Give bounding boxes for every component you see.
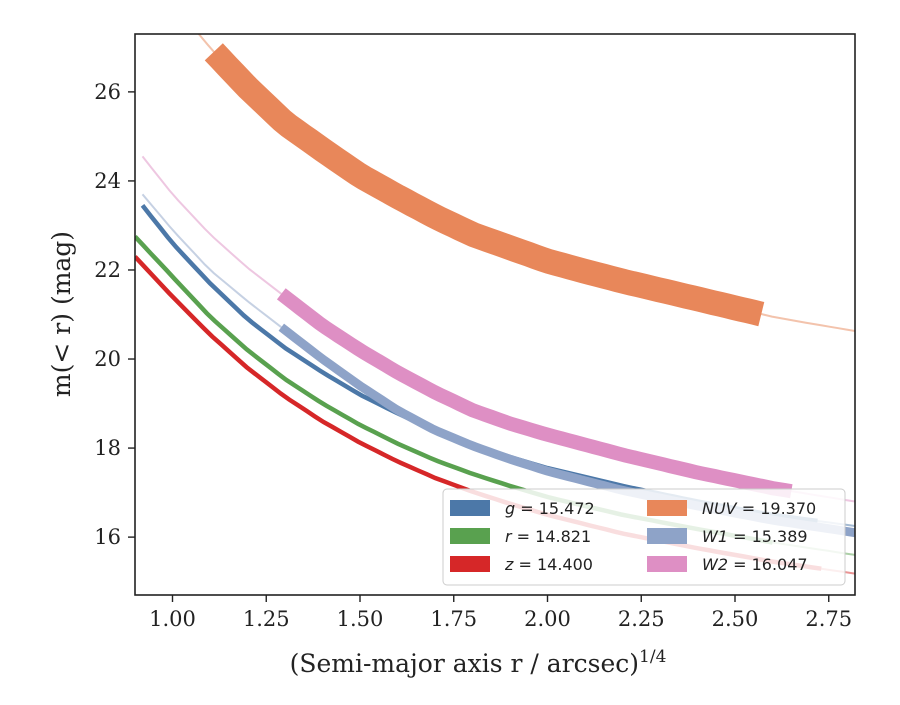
y-tick-label: 18 [94,436,121,460]
legend-label-z: z = 14.400 [504,555,593,574]
x-tick-label: 2.75 [805,607,852,631]
y-tick-label: 24 [94,169,121,193]
y-axis-label: m(< r) (mag) [47,231,76,397]
x-axis-title: (Semi-major axis r / arcsec)1/4 [290,647,667,678]
x-tick-label: 1.50 [337,607,384,631]
x-tick-label: 1.00 [149,607,196,631]
series-W2-line [276,288,793,499]
ticks-layer: 1.00 1.25 1.50 1.75 2.00 2.25 2.50 2.75 16 18 20 22… [94,80,852,631]
plot-frame [134,33,856,596]
legend-band-z: z [504,555,514,574]
y-tick-label: 16 [94,525,121,549]
y-tick-label: 22 [94,258,121,282]
legend-swatch-z [450,556,490,572]
y-tick-label: 20 [94,347,121,371]
series-NUV [197,34,855,332]
x-tick-label: 2.50 [712,607,759,631]
legend-value-g: = 15.472 [515,499,595,518]
legend-label-W2: W2 = 16.047 [702,555,808,574]
x-axis-label-superscript: 1/4 [639,647,666,667]
legend-value-W1: = 15.389 [728,527,808,546]
x-axis-label: (Semi-major axis r / arcsec) [290,649,639,678]
legend-value-r: = 14.821 [512,527,592,546]
legend-band-r: r [505,527,513,546]
legend-label-r: r = 14.821 [505,527,591,546]
legend-box [442,488,846,586]
x-tick-label: 1.25 [243,607,290,631]
legend-band-W1: W1 [702,527,728,546]
legend-value-NUV: = 19.370 [737,499,817,518]
legend-value-z: = 14.400 [513,555,593,574]
x-tick-label: 1.75 [430,607,477,631]
series-W2 [141,155,855,503]
legend-swatch-NUV [647,500,687,516]
legend-swatch-W2 [647,556,687,572]
legend-swatch-g [450,500,490,516]
legend-value-W2: = 16.047 [728,555,808,574]
legend-label-NUV: NUV = 19.370 [702,499,816,518]
legend-label-W1: W1 = 15.389 [702,527,808,546]
legend-band-NUV: NUV [702,499,738,518]
y-tick-label: 26 [94,80,121,104]
legend-band-g: g [505,499,515,518]
legend-swatch-W1 [647,528,687,544]
legend-swatch-r [450,528,490,544]
series-NUV-line [204,43,765,327]
legend-label-g: g = 15.472 [505,499,595,518]
x-tick-label: 2.00 [524,607,571,631]
legend-band-W2: W2 [702,555,728,574]
x-tick-label: 2.25 [618,607,665,631]
